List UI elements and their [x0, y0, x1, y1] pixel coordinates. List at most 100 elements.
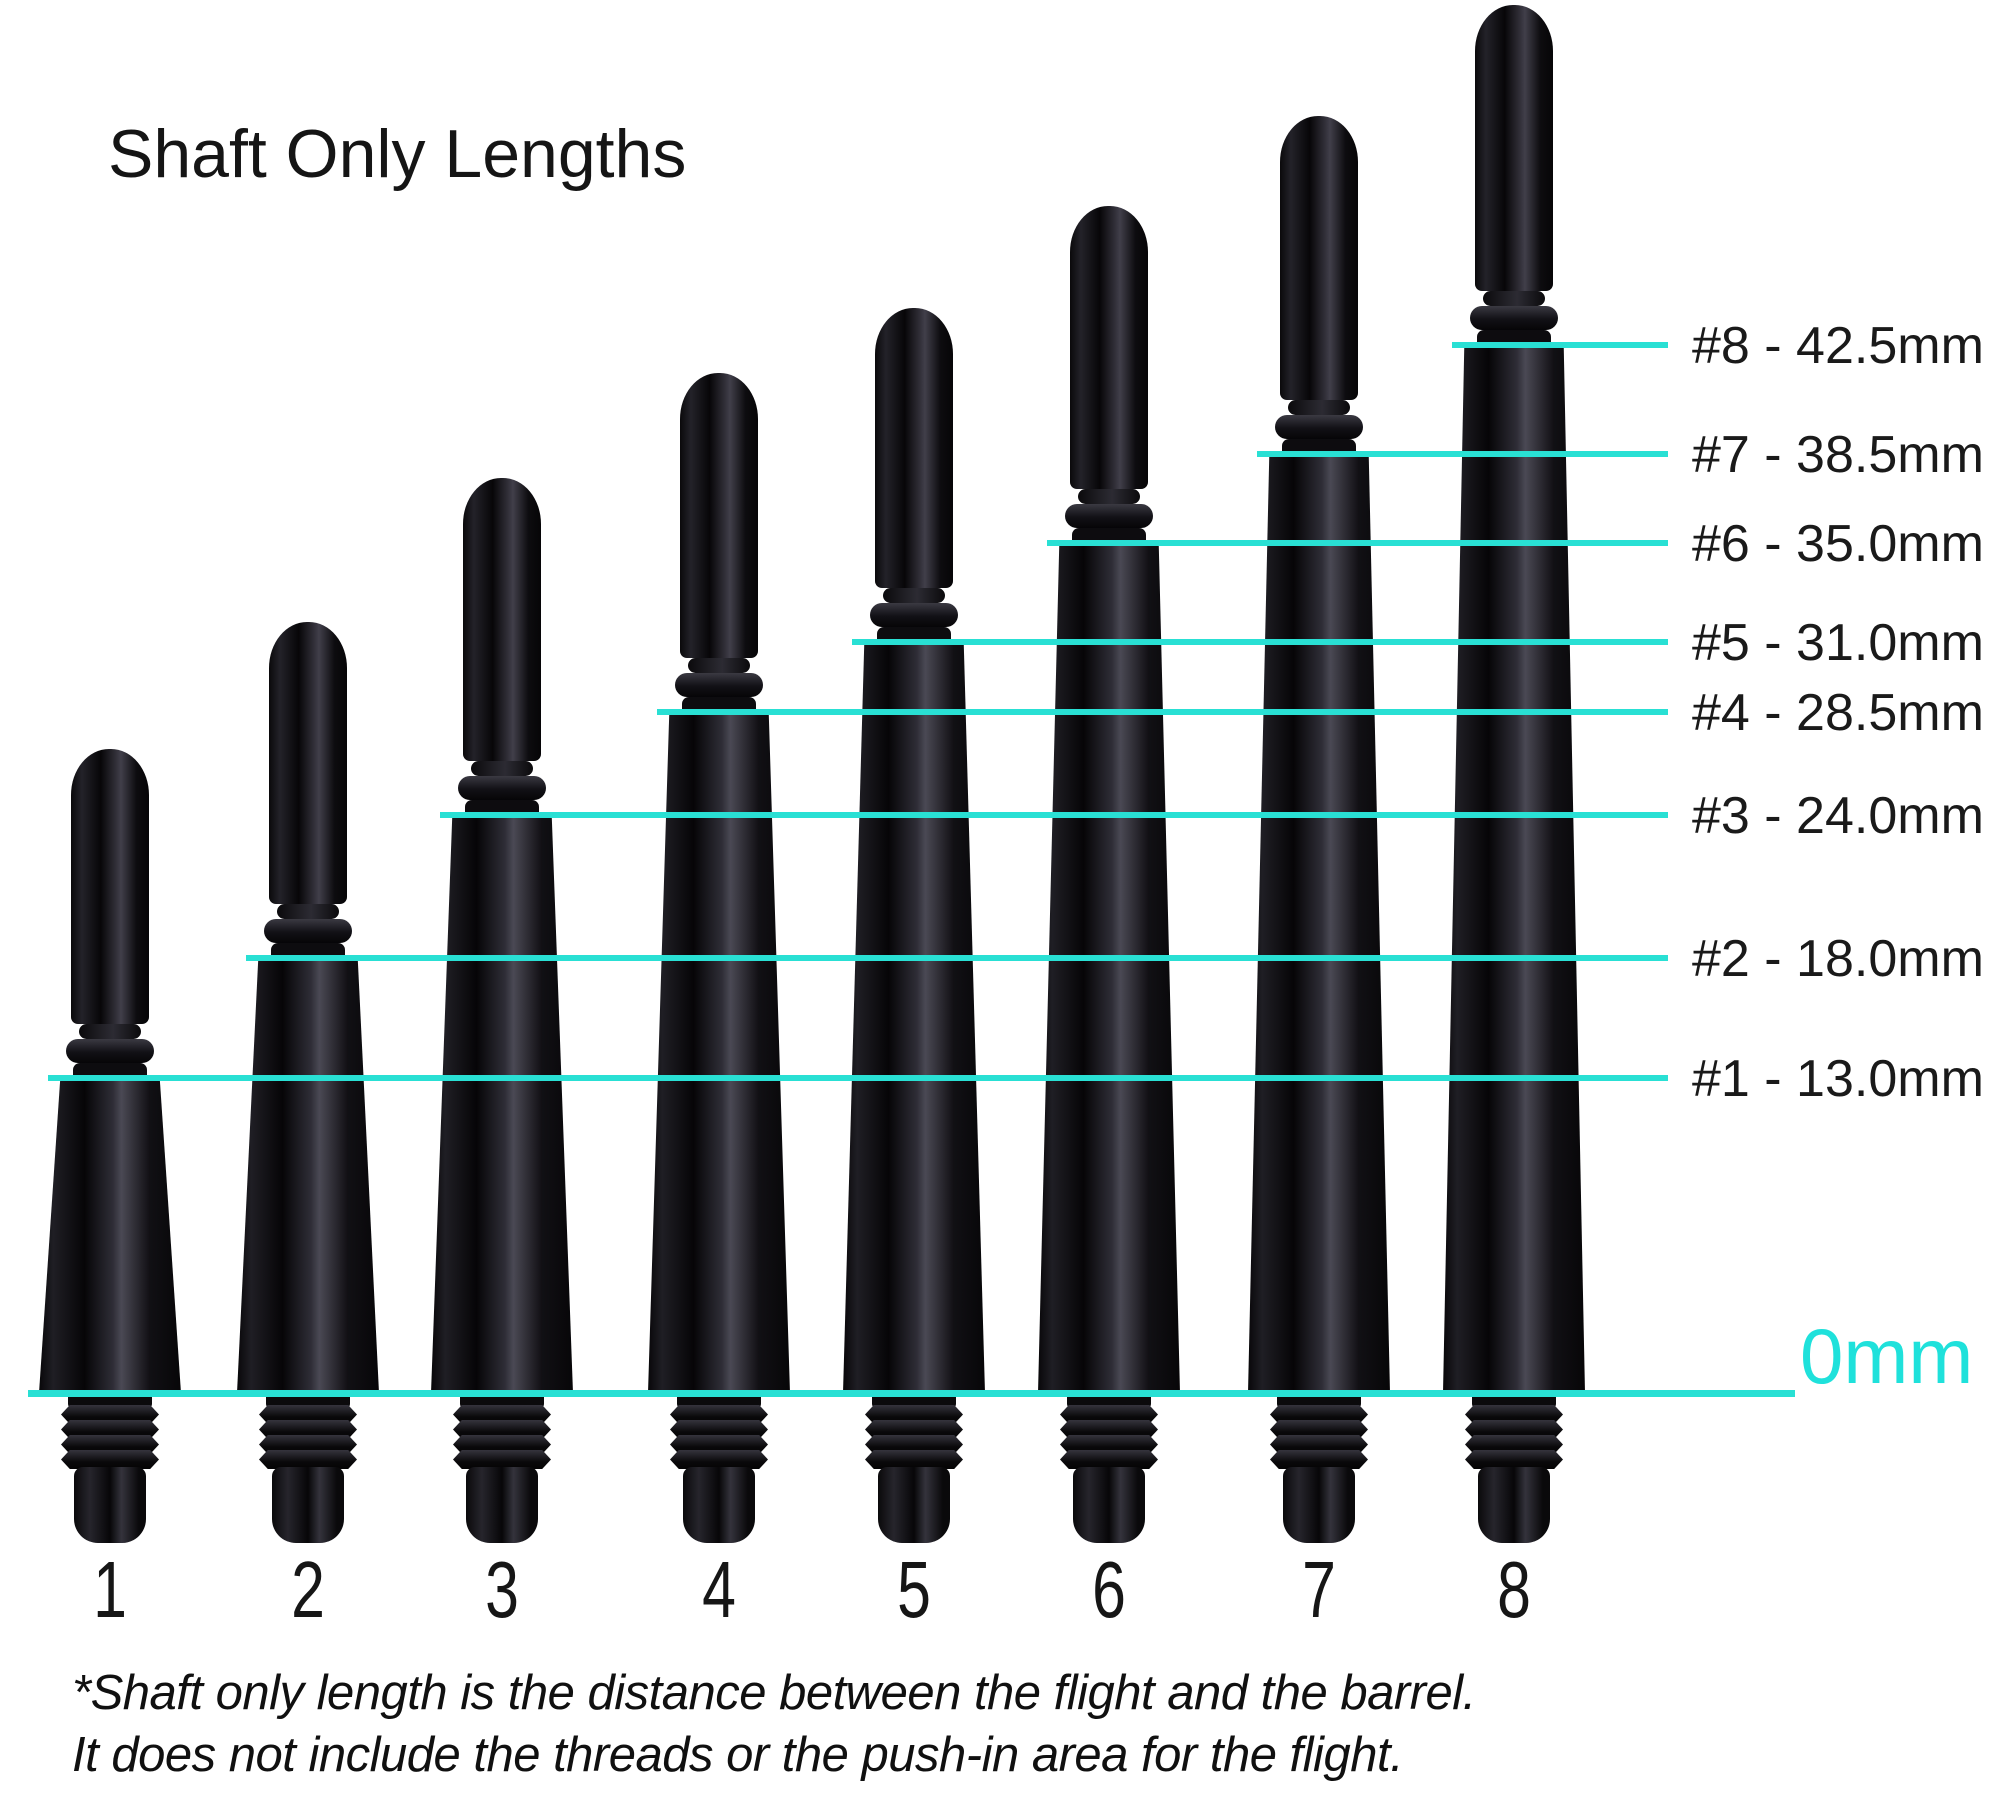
shaft-thread-ridge	[453, 1435, 551, 1454]
shaft-number: 8	[1497, 1545, 1531, 1634]
shaft-collar-ring	[264, 919, 352, 943]
baseline-zero-label: 0mm	[1800, 1312, 1974, 1400]
measurement-label: #7 - 38.5mm	[1692, 425, 1984, 484]
measurement-line	[1452, 342, 1668, 348]
measurement-label: #1 - 13.0mm	[1692, 1049, 1984, 1108]
shaft-bottom-tip	[1283, 1467, 1355, 1543]
measurement-line	[246, 955, 1668, 961]
measurement-label: #2 - 18.0mm	[1692, 929, 1984, 988]
shaft-collar-flare	[682, 697, 756, 712]
shaft-number: 5	[897, 1545, 931, 1634]
shaft-thread-ridge	[61, 1420, 159, 1439]
shaft-cap	[1070, 206, 1148, 489]
shaft-thread-ridge	[670, 1405, 768, 1424]
shaft-body	[1248, 454, 1390, 1393]
shaft-thread-ridge	[453, 1450, 551, 1469]
shaft-collar-flare	[465, 800, 539, 815]
shaft-thread-ridge	[1270, 1450, 1368, 1469]
shaft-bottom-tip	[683, 1467, 755, 1543]
footnote-line-2: It does not include the threads or the p…	[72, 1728, 1404, 1782]
shaft-thread-ridge	[259, 1450, 357, 1469]
shaft-thread-ridge	[453, 1420, 551, 1439]
shaft-cap	[269, 622, 347, 904]
shaft-collar-ring	[66, 1039, 154, 1063]
shaft-thread-ridge	[1465, 1450, 1563, 1469]
shaft-collar-groove	[1483, 291, 1545, 306]
shaft-thread-ridge	[1270, 1405, 1368, 1424]
shaft-collar-flare	[1282, 439, 1356, 454]
footnote-line-1: *Shaft only length is the distance betwe…	[72, 1666, 1476, 1720]
shaft-body	[1038, 543, 1180, 1393]
shaft-cap	[463, 478, 541, 761]
shaft-thread-ridge	[670, 1420, 768, 1439]
measurement-label: #3 - 24.0mm	[1692, 786, 1984, 845]
shaft-bottom-tip	[272, 1467, 344, 1543]
shaft-thread-ridge	[1060, 1420, 1158, 1439]
shaft-collar-groove	[471, 761, 533, 776]
measurement-line	[1257, 451, 1668, 457]
shaft-thread-ridge	[865, 1435, 963, 1454]
shaft-collar-ring	[1470, 306, 1558, 330]
shaft-body	[431, 815, 573, 1393]
baseline-zero-line	[28, 1390, 1795, 1397]
shaft-collar-flare	[1477, 330, 1551, 345]
shaft-collar-ring	[1275, 415, 1363, 439]
shaft-thread-ridge	[670, 1450, 768, 1469]
shaft-bottom-tip	[878, 1467, 950, 1543]
shaft-cap	[680, 373, 758, 658]
shaft-collar-groove	[79, 1024, 141, 1039]
shaft-cap	[71, 749, 149, 1024]
shaft-thread-ridge	[259, 1420, 357, 1439]
shaft-number: 2	[291, 1545, 325, 1634]
shaft-thread-ridge	[453, 1405, 551, 1424]
measurement-label: #6 - 35.0mm	[1692, 514, 1984, 573]
page-title: Shaft Only Lengths	[108, 116, 687, 192]
shaft-thread-ridge	[259, 1435, 357, 1454]
shaft-collar-flare	[877, 627, 951, 642]
shaft-collar-flare	[73, 1063, 147, 1078]
measurement-line	[657, 709, 1668, 715]
shaft-cap	[1280, 116, 1358, 400]
shaft-thread-ridge	[1270, 1435, 1368, 1454]
shaft-thread-ridge	[865, 1450, 963, 1469]
shaft-collar-groove	[1078, 489, 1140, 504]
shaft-number: 1	[93, 1545, 127, 1634]
shaft-thread-ridge	[1060, 1435, 1158, 1454]
shaft-collar-flare	[271, 943, 345, 958]
shaft-thread-ridge	[1060, 1405, 1158, 1424]
measurement-line	[440, 812, 1668, 818]
shaft-collar-ring	[675, 673, 763, 697]
shaft-collar-groove	[277, 904, 339, 919]
shaft-thread-ridge	[1270, 1420, 1368, 1439]
shaft-thread-ridge	[1465, 1420, 1563, 1439]
shaft-collar-ring	[1065, 504, 1153, 528]
shaft-number: 7	[1302, 1545, 1336, 1634]
shaft-collar-flare	[1072, 528, 1146, 543]
shaft-body	[39, 1078, 181, 1393]
shaft-bottom-tip	[466, 1467, 538, 1543]
shaft-collar-groove	[883, 588, 945, 603]
shaft-thread-ridge	[865, 1405, 963, 1424]
shaft-bottom-tip	[1478, 1467, 1550, 1543]
shaft-collar-ring	[458, 776, 546, 800]
shaft-thread-ridge	[670, 1435, 768, 1454]
shaft-thread-ridge	[61, 1450, 159, 1469]
shaft-thread-ridge	[259, 1405, 357, 1424]
shaft-thread-ridge	[61, 1435, 159, 1454]
shaft-collar-ring	[870, 603, 958, 627]
shaft-number: 6	[1092, 1545, 1126, 1634]
measurement-label: #5 - 31.0mm	[1692, 613, 1984, 672]
shaft-number: 4	[702, 1545, 736, 1634]
measurement-line	[852, 639, 1668, 645]
shaft-body	[237, 958, 379, 1393]
shaft-number: 3	[485, 1545, 519, 1634]
shaft-collar-groove	[688, 658, 750, 673]
shaft-bottom-tip	[74, 1467, 146, 1543]
footnote: *Shaft only length is the distance betwe…	[72, 1662, 1476, 1786]
shaft-bottom-tip	[1073, 1467, 1145, 1543]
shaft-body	[843, 642, 985, 1393]
shaft-thread-ridge	[865, 1420, 963, 1439]
shaft-thread-ridge	[61, 1405, 159, 1424]
shaft-body	[1443, 345, 1585, 1393]
